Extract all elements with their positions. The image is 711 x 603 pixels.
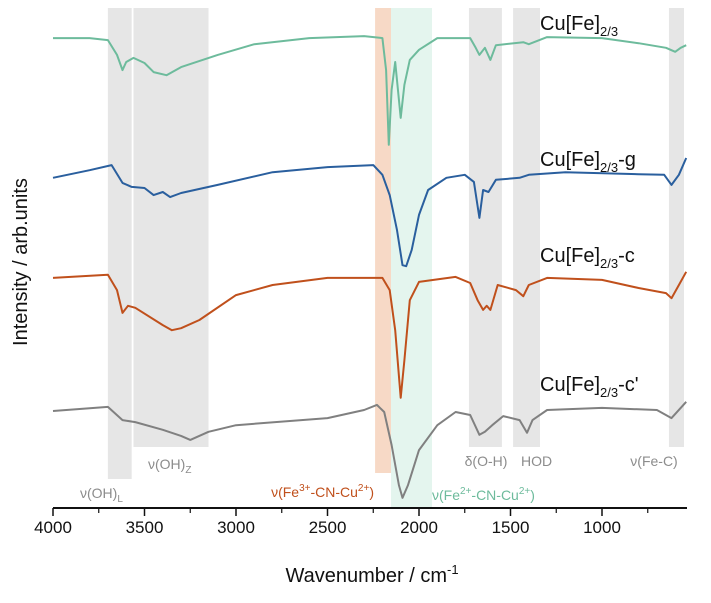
band-label-text: ν(Fe <box>271 484 299 500</box>
series-label: Cu[Fe]2/3-c' <box>540 374 639 400</box>
band-label: ν(OH)L <box>80 485 123 505</box>
band-label: ν(Fe-C) <box>630 453 677 469</box>
band-label-superscript: 2+ <box>358 483 370 494</box>
series-label-subscript: 2/3 <box>600 256 618 271</box>
band-label-text: ) <box>530 487 535 503</box>
x-tick-label: 2500 <box>309 518 347 537</box>
series-line <box>53 35 687 146</box>
spectra-series <box>52 35 688 499</box>
series-line <box>52 157 688 268</box>
band-label-text: ν(Fe <box>432 487 460 503</box>
band-label-text: ν(OH) <box>80 485 117 501</box>
band-region <box>468 8 502 447</box>
band-label: ν(OH)Z <box>148 456 191 476</box>
series-label-main: Cu[Fe] <box>540 374 600 396</box>
x-axis-title: Wavenumber / cm-1 <box>285 562 458 587</box>
series-label-suffix: -c' <box>618 374 638 396</box>
series-label-main: Cu[Fe] <box>540 149 600 171</box>
band-region <box>133 8 209 447</box>
band-region <box>668 8 684 447</box>
band-label: ν(Fe2+-CN-Cu2+) <box>432 486 535 503</box>
x-tick-label: 3500 <box>126 518 164 537</box>
series-label-subscript: 2/3 <box>600 160 618 175</box>
band-label-text: -CN-Cu <box>310 484 357 500</box>
band-label: HOD <box>521 453 552 469</box>
series-line <box>52 271 688 399</box>
band-region <box>513 8 540 447</box>
band-label-text: ν(Fe-C) <box>630 453 677 469</box>
band-label-text: ) <box>369 484 374 500</box>
band-region <box>375 8 392 473</box>
x-axis-title-superscript: -1 <box>447 562 459 577</box>
series-label: Cu[Fe]2/3-g <box>540 149 636 175</box>
series-labels: Cu[Fe]2/3Cu[Fe]2/3-gCu[Fe]2/3-cCu[Fe]2/3… <box>540 13 639 400</box>
series-label-main: Cu[Fe] <box>540 13 600 35</box>
x-tick-label: 2000 <box>400 518 438 537</box>
series-label-main: Cu[Fe] <box>540 245 600 267</box>
x-tick-label: 4000 <box>34 518 72 537</box>
series-label: Cu[Fe]2/3 <box>540 13 618 39</box>
series-label-suffix: -c <box>618 245 635 267</box>
series-label: Cu[Fe]2/3-c <box>540 245 635 271</box>
x-tick-label: 1000 <box>583 518 621 537</box>
band-regions <box>107 8 684 508</box>
series-label-subscript: 2/3 <box>600 24 618 39</box>
band-label-superscript: 2+ <box>519 486 531 497</box>
band-label-text: HOD <box>521 453 552 469</box>
x-axis: 4000 3500 3000 2500 2000 1500 1000 <box>34 507 687 537</box>
band-label: δ(O-H) <box>465 453 508 469</box>
x-tick-label: 1500 <box>492 518 530 537</box>
band-label-text: ν(OH) <box>148 456 185 472</box>
band-label-subscript: Z <box>185 465 191 476</box>
band-label-text: -CN-Cu <box>471 487 518 503</box>
series-label-suffix: -g <box>618 149 636 171</box>
band-label: ν(Fe3+-CN-Cu2+) <box>271 483 374 500</box>
x-tick-label: 3000 <box>217 518 255 537</box>
band-labels: ν(OH)Lν(OH)Zν(Fe3+-CN-Cu2+) ν(Fe2+-CN-Cu2… <box>80 453 678 505</box>
band-label-superscript: 2+ <box>460 486 472 497</box>
band-label-text: δ(O-H) <box>465 453 508 469</box>
band-label-superscript: 3+ <box>299 483 311 494</box>
band-label-subscript: L <box>117 494 123 505</box>
series-label-subscript: 2/3 <box>600 385 618 400</box>
band-region <box>107 8 132 479</box>
y-axis-title: Intensity / arb.units <box>10 178 32 346</box>
series-line <box>52 401 687 499</box>
